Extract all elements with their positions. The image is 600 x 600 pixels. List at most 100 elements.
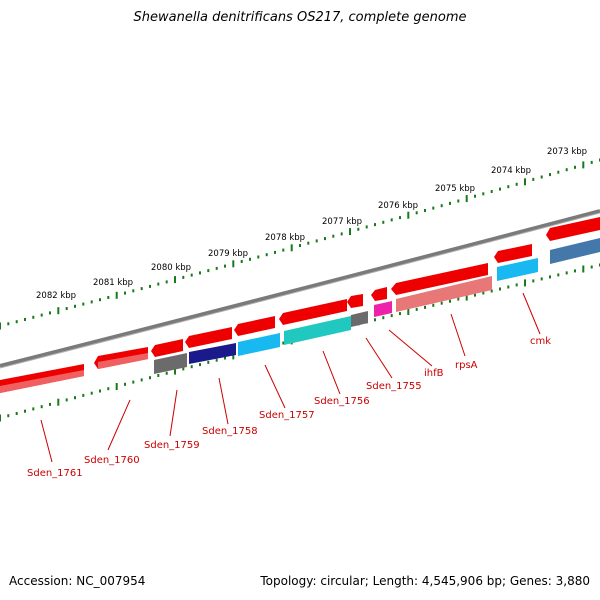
gene-sden-1757-rev[interactable] [238,333,280,356]
label-sden-1756[interactable]: Sden_1756 [314,396,370,407]
inner-minor-tick [49,402,51,406]
inner-minor-tick [474,293,476,297]
gene-sden-1761-rev[interactable] [0,370,84,393]
gene-sden-1756-fwd[interactable] [279,299,347,325]
leader-cmk [522,292,541,335]
gene-sden-1759-rev[interactable] [154,353,187,374]
genome-backbone-highlight [0,212,600,369]
outer-minor-tick [190,273,193,277]
gene-sden-1760-rev[interactable] [98,353,148,369]
inner-minor-tick [507,285,510,289]
outer-minor-tick [390,218,393,222]
outer-minor-tick [49,311,51,315]
genome-summary-text: Topology: circular; Length: 4,545,906 bp… [260,574,590,588]
gene-sden-1758-rev[interactable] [189,343,236,364]
label-sden-1755[interactable]: Sden_1755 [366,381,422,392]
gene-sden-1757-fwd[interactable] [234,316,275,336]
outer-minor-tick [107,296,110,299]
genome-backbone [0,209,600,368]
label-rpsa[interactable]: rpsA [455,360,478,371]
outer-minor-tick [382,220,385,224]
inner-minor-tick [482,291,485,295]
outer-minor-tick [265,253,268,257]
tick-label-2081: 2081 kbp [93,278,133,288]
outer-minor-tick [532,177,535,181]
label-cmk[interactable]: cmk [530,336,551,347]
outer-major-tick [115,291,118,299]
outer-major-tick [57,307,60,315]
gene-ihfb-rev[interactable] [374,301,392,317]
inner-minor-tick [199,363,201,367]
outer-minor-tick [490,190,493,193]
gene-next-rev[interactable] [550,238,600,264]
inner-minor-tick [165,371,168,375]
outer-minor-tick [557,170,560,174]
label-sden-1757[interactable]: Sden_1757 [259,410,315,421]
label-sden-1761[interactable]: Sden_1761 [27,468,83,479]
outer-major-tick [232,260,235,268]
outer-minor-tick [307,241,310,245]
gene-labels: Sden_1761 Sden_1760 Sden_1759 Sden_1758 … [27,336,551,479]
outer-minor-tick [440,204,443,208]
gene-sden-1758-fwd[interactable] [185,327,232,348]
outer-minor-tick [132,289,135,293]
label-sden-1759[interactable]: Sden_1759 [144,440,200,451]
inner-major-tick [0,414,1,422]
label-sden-1758[interactable]: Sden_1758 [202,426,258,437]
inner-minor-tick [565,271,568,275]
label-ihfb[interactable]: ihfB [424,368,444,379]
outer-minor-tick [199,271,201,275]
gene-ihfb-fwd[interactable] [371,287,387,301]
inner-minor-tick [382,316,385,320]
outer-minor-tick [299,244,301,247]
outer-minor-tick [274,250,276,254]
outer-minor-tick [7,322,10,326]
outer-major-tick [524,178,526,186]
inner-major-tick [407,308,410,315]
inner-minor-tick [549,275,551,279]
tick-label-2078: 2078 kbp [265,233,305,243]
outer-minor-tick [365,225,368,229]
inner-minor-tick [24,409,26,413]
leader-sden-1758 [218,377,229,425]
leader-sden-1755 [365,337,393,379]
leader-sden-1761 [40,419,53,463]
leader-sden-1756 [322,350,341,395]
tick-label-2076: 2076 kbp [378,201,418,211]
label-sden-1760[interactable]: Sden_1760 [84,455,140,466]
gene-cmk-fwd[interactable] [494,244,532,263]
inner-minor-tick [90,391,93,395]
gene-sden-1755-fwd[interactable] [347,294,363,308]
outer-minor-tick [140,287,143,291]
inner-major-tick [232,352,235,360]
gene-cmk-rev[interactable] [497,258,538,281]
outer-major-tick [582,161,585,169]
inner-minor-tick [574,269,576,273]
outer-major-tick [0,322,1,330]
inner-minor-tick [215,358,218,362]
accession-text: Accession: NC_007954 [9,574,146,588]
gene-rpsa-fwd[interactable] [391,263,488,295]
inner-minor-tick [499,287,501,291]
outer-minor-tick [357,227,360,231]
gene-rpsa-rev[interactable] [396,276,492,312]
inner-minor-tick [424,305,426,309]
outer-minor-tick [565,168,568,172]
leader-ihfb [388,329,433,367]
inner-minor-tick [390,314,393,318]
tick-label-2079: 2079 kbp [208,249,248,259]
gene-next-fwd[interactable] [546,217,600,241]
inner-minor-tick [140,378,143,382]
inner-minor-tick [124,382,126,386]
inner-minor-tick [449,299,451,303]
gene-sden-1755-rev[interactable] [351,311,368,327]
gene-sden-1756-rev[interactable] [284,316,351,345]
outer-minor-tick [515,182,518,186]
outer-minor-tick [65,307,68,310]
outer-minor-tick [157,282,160,286]
outer-minor-tick [149,284,151,288]
tick-label-2073: 2073 kbp [547,147,587,157]
outer-minor-tick [457,199,460,203]
gene-sden-1759-fwd[interactable] [151,339,183,357]
outer-major-tick [290,244,293,252]
